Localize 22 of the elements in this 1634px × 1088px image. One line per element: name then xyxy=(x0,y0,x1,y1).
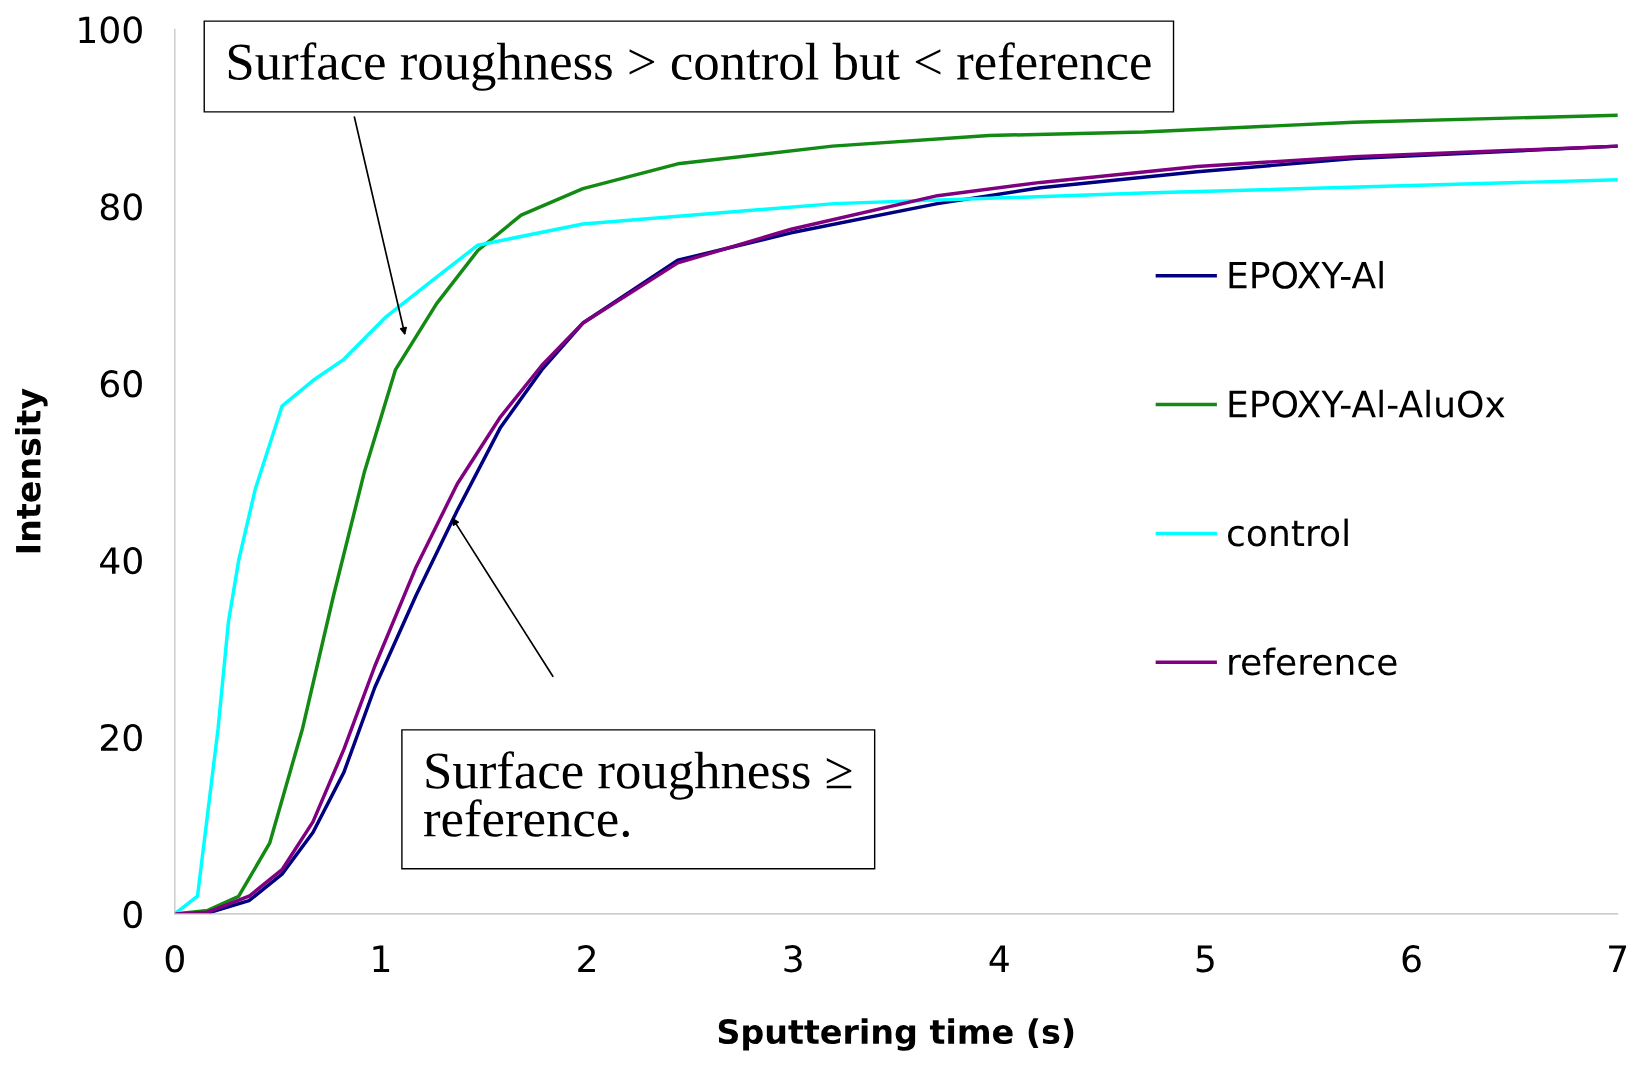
annotation: Surface roughness > control but < reference xyxy=(228,42,1151,91)
y-tick-label: 100 xyxy=(79,16,142,44)
x-tick-label: 2 xyxy=(578,945,595,972)
x-tick-label: 5 xyxy=(1196,945,1214,973)
x-tick-label: 3 xyxy=(784,945,802,973)
legend-label: EPOXY-Al-AluOx xyxy=(1229,389,1505,418)
legend-label: EPOXY-Al xyxy=(1229,260,1383,289)
x-tick-label: 1 xyxy=(373,945,390,972)
y-tick-label: 80 xyxy=(100,193,142,221)
x-axis-title: Sputtering time (s) xyxy=(718,1018,1074,1051)
x-tick-label: 0 xyxy=(165,945,184,973)
y-tick-label: 60 xyxy=(100,370,142,398)
x-tick-label: 7 xyxy=(1609,945,1627,972)
legend-label: reference xyxy=(1229,647,1397,676)
y-axis-title: Intensity xyxy=(15,388,48,553)
y-tick-label: 0 xyxy=(123,900,142,929)
x-tick-label: 4 xyxy=(989,945,1009,972)
x-tick-label: 6 xyxy=(1402,945,1421,973)
annotation: Surface roughness ≥ reference. xyxy=(424,751,852,838)
y-tick-label: 40 xyxy=(100,547,142,575)
legend-label: control xyxy=(1227,518,1348,547)
y-tick-label: 20 xyxy=(100,723,142,752)
